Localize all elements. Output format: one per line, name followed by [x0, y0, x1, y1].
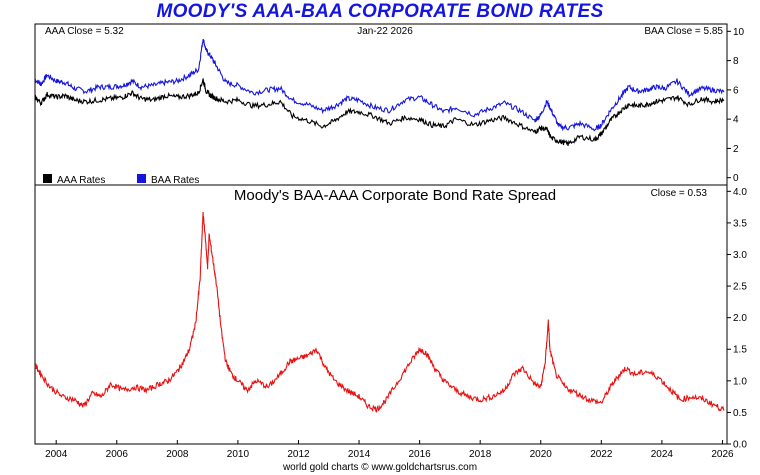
- spread-y-tick-label: 4.0: [733, 187, 747, 198]
- spread-y-tick-label: 0.0: [733, 440, 747, 451]
- spread-panel: 0.0 0.5 1.0 1.5 2.0 2.5 3.0 3.5 4.0 2004 2006 2008…: [34, 184, 747, 460]
- x-tick-label: 2004: [45, 449, 68, 460]
- legend-baa-swatch: [137, 174, 146, 183]
- series-aaa-rates: [34, 77, 725, 147]
- rates-y-tick-label: 10: [733, 27, 745, 38]
- x-tick-label: 2020: [530, 449, 553, 460]
- spread-y-tick-label: 2.5: [733, 282, 747, 293]
- spread-y-tick-label: 1.0: [733, 376, 747, 387]
- spread-close-label: Close = 0.53: [651, 188, 708, 199]
- spread-series: [34, 211, 725, 413]
- x-tick-label: 2010: [227, 449, 250, 460]
- spread-y-tick-label: 1.5: [733, 345, 747, 356]
- rates-y-axis: 0 2 4 6 8 10: [727, 27, 745, 184]
- spread-title: Moody's BAA-AAA Corporate Bond Rate Spre…: [234, 187, 556, 204]
- series-baa-rates: [34, 38, 725, 132]
- legend-aaa-label: AAA Rates: [57, 175, 105, 186]
- x-tick-label: 2014: [348, 449, 371, 460]
- rates-y-tick-label: 8: [733, 56, 739, 67]
- x-tick-label: 2012: [287, 449, 310, 460]
- x-tick-label: 2022: [590, 449, 613, 460]
- x-tick-label: 2026: [711, 449, 734, 460]
- x-tick-label: 2024: [651, 449, 674, 460]
- rates-y-tick-label: 0: [733, 173, 739, 184]
- legend-baa-label: BAA Rates: [151, 175, 199, 186]
- spread-y-axis: 0.0 0.5 1.0 1.5 2.0 2.5 3.0 3.5 4.0: [727, 187, 747, 451]
- x-tick-label: 2006: [106, 449, 129, 460]
- spread-y-tick-label: 3.0: [733, 250, 747, 261]
- rates-series: [34, 38, 725, 147]
- footer-credit: world gold charts © www.goldchartsrus.co…: [282, 462, 478, 473]
- rates-panel: 0 2 4 6 8 10 AAA Close = 5.32 Jan-22 2026 BAA…: [34, 23, 745, 186]
- spread-y-tick-label: 2.0: [733, 313, 747, 324]
- rates-panel-frame: [34, 23, 728, 186]
- spread-y-tick-label: 3.5: [733, 218, 747, 229]
- chart-title: MOODY'S AAA-BAA CORPORATE BOND RATES: [156, 1, 604, 22]
- series-baa-aaa-spread: [34, 211, 725, 413]
- spread-y-tick-label: 0.5: [733, 408, 747, 419]
- baa-close-label: BAA Close = 5.85: [644, 26, 723, 37]
- legend-aaa-swatch: [43, 174, 52, 183]
- x-tick-label: 2018: [469, 449, 492, 460]
- x-tick-label: 2008: [166, 449, 189, 460]
- x-tick-label: 2016: [408, 449, 431, 460]
- date-label: Jan-22 2026: [357, 26, 413, 37]
- x-axis: 2004 2006 2008 2010 2012 2014 2016 2018 2020 2022…: [45, 440, 734, 460]
- rates-y-tick-label: 6: [733, 85, 739, 96]
- aaa-close-label: AAA Close = 5.32: [45, 26, 124, 37]
- rates-y-tick-label: 2: [733, 144, 739, 155]
- rates-y-tick-label: 4: [733, 115, 739, 126]
- spread-panel-frame: [34, 184, 728, 445]
